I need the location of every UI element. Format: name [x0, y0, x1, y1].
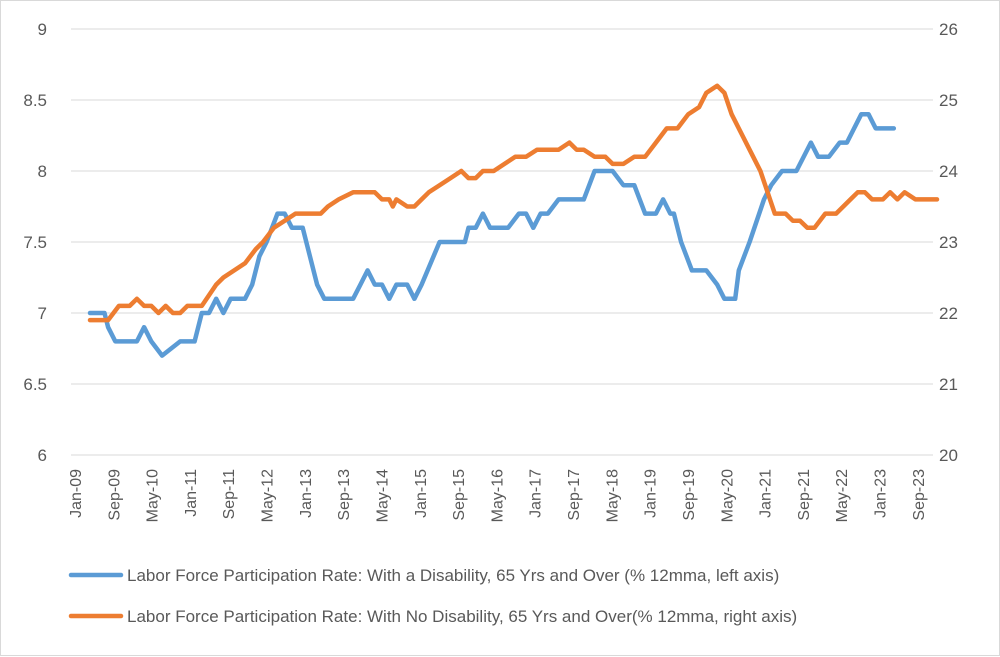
x-axis-tick-label: Jan-15	[413, 469, 430, 518]
x-axis-tick-label: Sep-11	[221, 469, 238, 520]
x-axis-tick-label: Sep-17	[566, 469, 583, 521]
x-axis-tick-label: Sep-13	[336, 469, 353, 521]
right-axis-tick-label: 24	[939, 162, 958, 181]
x-axis-tick-label: May-22	[834, 469, 851, 522]
left-axis-tick-label: 6.5	[23, 375, 47, 394]
x-axis-tick-label: May-14	[374, 469, 391, 522]
left-axis-tick-label: 8	[38, 162, 47, 181]
x-axis-tick-label: Jan-23	[873, 469, 890, 518]
x-axis-tick-label: May-16	[489, 469, 506, 522]
x-axis-tick-label: Sep-21	[796, 469, 813, 521]
right-axis-tick-label: 20	[939, 446, 958, 465]
x-axis-tick-label: May-18	[604, 469, 621, 522]
legend-label: Labor Force Participation Rate: With a D…	[127, 566, 779, 585]
x-axis-tick-label: Jan-09	[68, 469, 85, 518]
x-axis-tick-label: Jan-17	[528, 469, 545, 518]
series-line-with-disability	[87, 111, 897, 358]
left-axis-tick-label: 7.5	[23, 233, 47, 252]
right-axis-tick-label: 23	[939, 233, 958, 252]
legend-label: Labor Force Participation Rate: With No …	[127, 607, 797, 626]
x-axis-tick-label: Jan-13	[298, 469, 315, 518]
x-axis-tick-label: May-12	[260, 469, 277, 522]
left-axis-tick-label: 9	[38, 20, 47, 39]
left-axis-tick-label: 6	[38, 446, 47, 465]
x-axis-tick-label: Sep-19	[681, 469, 698, 521]
left-axis-tick-label: 7	[38, 304, 47, 323]
x-axis-tick-label: Sep-09	[106, 469, 123, 521]
x-axis-tick-label: May-20	[719, 469, 736, 522]
x-axis-tick-label: Jan-19	[643, 469, 660, 518]
series-line-no-disability	[87, 83, 940, 323]
right-axis-tick-label: 22	[939, 304, 958, 323]
right-axis-tick-label: 25	[939, 91, 958, 110]
x-axis-tick-label: Sep-23	[911, 469, 928, 521]
right-axis-tick-label: 26	[939, 20, 958, 39]
x-axis-tick-label: Jan-21	[758, 469, 775, 518]
x-axis-tick-label: May-10	[145, 469, 162, 522]
right-axis-tick-label: 21	[939, 375, 958, 394]
x-axis-tick-label: Sep-15	[451, 469, 468, 521]
left-axis-tick-label: 8.5	[23, 91, 47, 110]
x-axis-tick-label: Jan-11	[183, 469, 200, 517]
